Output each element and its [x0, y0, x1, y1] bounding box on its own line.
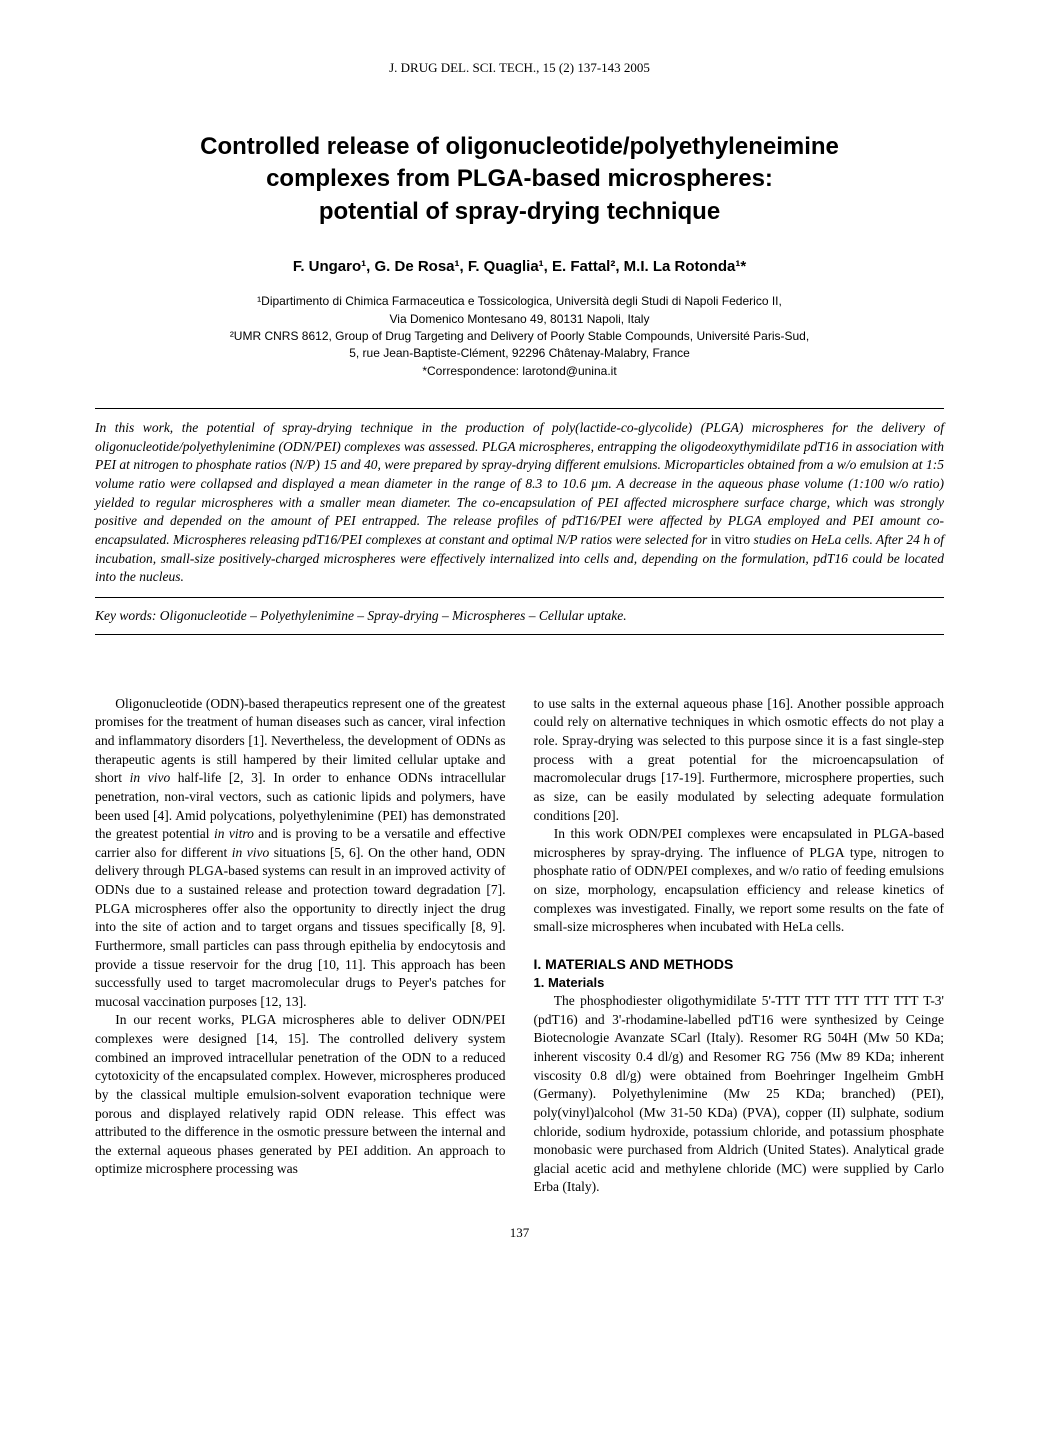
journal-header: J. DRUG DEL. SCI. TECH., 15 (2) 137-143 … — [95, 60, 944, 76]
affiliation-line-3: ²UMR CNRS 8612, Group of Drug Targeting … — [230, 329, 809, 343]
abstract-invitro: in vitro — [711, 532, 750, 547]
intro-paragraph-3: In this work ODN/PEI complexes were enca… — [534, 825, 945, 937]
intro-p1-i2: in vitro — [214, 826, 254, 841]
affiliation-line-2: Via Domenico Montesano 49, 80131 Napoli,… — [390, 312, 650, 326]
abstract-bottom-rule — [95, 597, 944, 598]
affiliation-line-4: 5, rue Jean-Baptiste-Clément, 92296 Chât… — [349, 346, 690, 360]
column-right: to use salts in the external aqueous pha… — [534, 695, 945, 1197]
body-columns: Oligonucleotide (ODN)-based therapeutics… — [95, 695, 944, 1197]
intro-p1-d: situations [5, 6]. On the other hand, OD… — [95, 845, 506, 1009]
intro-continuation: to use salts in the external aqueous pha… — [534, 695, 945, 825]
abstract-top-rule — [95, 408, 944, 409]
page-number: 137 — [95, 1225, 944, 1241]
affiliation-line-1: ¹Dipartimento di Chimica Farmaceutica e … — [257, 294, 782, 308]
keywords: Key words: Oligonucleotide – Polyethylen… — [95, 608, 944, 624]
intro-p1-i3: in vivo — [232, 845, 269, 860]
abstract-text-1: In this work, the potential of spray-dry… — [95, 420, 944, 547]
intro-paragraph-2: In our recent works, PLGA microspheres a… — [95, 1011, 506, 1179]
affiliation-line-5: *Correspondence: larotond@unina.it — [422, 364, 616, 378]
materials-paragraph: The phosphodiester oligothymidilate 5'-T… — [534, 992, 945, 1197]
intro-p1-i1: in vivo — [130, 770, 171, 785]
title-line-2: complexes from PLGA-based microspheres: — [266, 165, 773, 192]
title-line-1: Controlled release of oligonucleotide/po… — [200, 133, 839, 160]
title-line-3: potential of spray-drying technique — [319, 198, 720, 225]
article-title: Controlled release of oligonucleotide/po… — [95, 131, 944, 228]
authors: F. Ungaro¹, G. De Rosa¹, F. Quaglia¹, E.… — [95, 258, 944, 275]
affiliations: ¹Dipartimento di Chimica Farmaceutica e … — [95, 293, 944, 380]
intro-paragraph-1: Oligonucleotide (ODN)-based therapeutics… — [95, 695, 506, 1012]
section-heading-materials-methods: I. MATERIALS AND METHODS — [534, 955, 945, 974]
column-left: Oligonucleotide (ODN)-based therapeutics… — [95, 695, 506, 1197]
subsection-heading-materials: 1. Materials — [534, 974, 945, 992]
keywords-bottom-rule — [95, 634, 944, 635]
abstract: In this work, the potential of spray-dry… — [95, 419, 944, 587]
